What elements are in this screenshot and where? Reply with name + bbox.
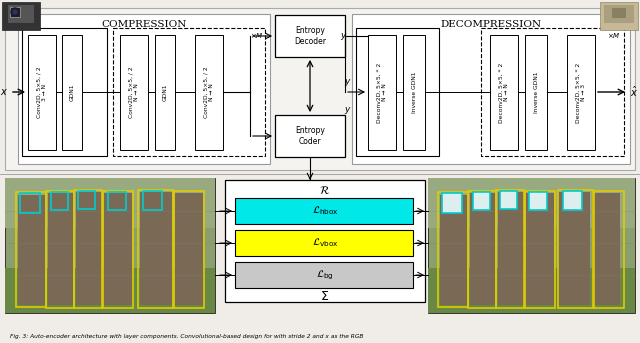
Bar (440, 195, 468, 305)
Text: DECOMPRESSION: DECOMPRESSION (440, 20, 541, 29)
Bar (5, 178, 215, 313)
Bar (62, 35, 82, 150)
Bar (428, 178, 635, 228)
Bar (403, 35, 425, 150)
Bar (442, 193, 462, 213)
Bar (368, 35, 396, 150)
Bar (525, 191, 555, 308)
Bar (28, 35, 56, 150)
Text: $\hat{x}$: $\hat{x}$ (630, 85, 638, 99)
Circle shape (13, 10, 17, 14)
Bar (108, 192, 126, 210)
Bar (155, 35, 175, 150)
Bar (594, 191, 624, 308)
Bar (496, 190, 524, 308)
Text: Fig. 3: Auto-encoder architecture with layer components. Convolutional-based des: Fig. 3: Auto-encoder architecture with l… (10, 334, 364, 339)
Text: $\mathcal{L}_{\mathrm{vbox}}$: $\mathcal{L}_{\mathrm{vbox}}$ (312, 237, 339, 249)
Bar (0, 174, 640, 343)
Bar (529, 192, 547, 210)
Bar (74, 190, 102, 308)
Text: $y$: $y$ (344, 78, 352, 88)
Bar (120, 35, 148, 150)
Text: $x$: $x$ (0, 87, 8, 97)
Bar (48, 193, 74, 305)
Bar (498, 192, 524, 305)
Bar (104, 193, 132, 305)
Text: Deconv2D, 5×5, * 2
N → 3: Deconv2D, 5×5, * 2 N → 3 (575, 62, 586, 123)
Text: Entropy
Coder: Entropy Coder (295, 126, 325, 146)
Bar (275, 15, 345, 57)
Text: Entropy
Decoder: Entropy Decoder (294, 26, 326, 46)
Bar (592, 193, 620, 305)
Text: GDN1: GDN1 (163, 84, 168, 101)
Bar (10, 7, 20, 17)
Bar (16, 192, 46, 307)
Text: Conv2D, 5×5, / 2
N → N: Conv2D, 5×5, / 2 N → N (129, 67, 140, 118)
Bar (604, 5, 634, 23)
Bar (5, 8, 635, 170)
Bar (490, 35, 518, 150)
Bar (195, 35, 223, 150)
Bar (481, 28, 624, 156)
Text: $y$: $y$ (344, 105, 352, 116)
Bar (76, 192, 102, 305)
Bar (356, 28, 439, 156)
Bar (473, 192, 490, 210)
Bar (235, 262, 413, 288)
Text: $y$: $y$ (340, 31, 348, 42)
Bar (5, 268, 215, 313)
Text: COMPRESSION: COMPRESSION (101, 20, 187, 29)
Bar (525, 35, 547, 150)
Bar (22, 28, 107, 156)
Bar (140, 192, 172, 305)
Bar (18, 195, 46, 305)
Bar (558, 190, 593, 308)
Bar (138, 190, 173, 308)
Text: Conv2D, 5×5, / 2
N → N: Conv2D, 5×5, / 2 N → N (204, 67, 214, 118)
Bar (20, 193, 40, 213)
Bar (5, 178, 215, 228)
Bar (558, 192, 590, 305)
Bar (275, 115, 345, 157)
Text: $\mathcal{L}_{\mathrm{bg}}$: $\mathcal{L}_{\mathrm{bg}}$ (316, 268, 334, 282)
Bar (428, 178, 635, 313)
Bar (567, 35, 595, 150)
Text: $\mathcal{L}_{\mathrm{hbox}}$: $\mathcal{L}_{\mathrm{hbox}}$ (312, 205, 339, 217)
Bar (51, 192, 68, 210)
Text: Deconv2D, 5×5, * 2
N → N: Deconv2D, 5×5, * 2 N → N (499, 62, 509, 123)
Bar (175, 193, 203, 305)
Bar (8, 5, 34, 23)
Bar (438, 192, 468, 307)
Bar (563, 191, 582, 210)
Text: $\times M$: $\times M$ (607, 31, 621, 39)
Text: $\times M$: $\times M$ (250, 31, 264, 39)
Bar (46, 191, 74, 308)
Text: $\Sigma$: $\Sigma$ (321, 289, 330, 303)
Bar (526, 193, 554, 305)
Text: Inverse GDN1: Inverse GDN1 (412, 72, 417, 113)
Bar (143, 191, 162, 210)
Bar (113, 28, 265, 156)
Text: Inverse GDN1: Inverse GDN1 (534, 72, 538, 113)
Bar (78, 191, 95, 209)
Bar (428, 268, 635, 313)
Circle shape (11, 8, 19, 16)
Text: GDN1: GDN1 (70, 84, 74, 101)
Bar (352, 14, 630, 164)
Bar (235, 230, 413, 256)
Bar (470, 193, 496, 305)
Bar (600, 2, 638, 30)
Bar (103, 191, 133, 308)
Bar (2, 2, 40, 30)
Bar (468, 191, 496, 308)
Bar (225, 180, 425, 302)
Bar (612, 8, 626, 18)
Text: Conv2D, 5×5, / 2
3 → N: Conv2D, 5×5, / 2 3 → N (36, 67, 47, 118)
Bar (174, 191, 204, 308)
Text: Deconv2D, 5×5, * 2
N → N: Deconv2D, 5×5, * 2 N → N (376, 62, 387, 123)
Text: $\mathcal{R}$: $\mathcal{R}$ (319, 184, 331, 196)
Bar (235, 198, 413, 224)
Bar (18, 14, 270, 164)
Bar (500, 191, 517, 209)
